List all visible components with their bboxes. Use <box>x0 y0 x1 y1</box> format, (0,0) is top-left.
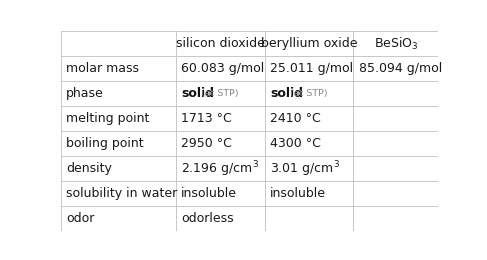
Text: 2410 °C: 2410 °C <box>270 112 321 125</box>
Text: insoluble: insoluble <box>181 187 237 200</box>
Text: (at STP): (at STP) <box>290 89 327 98</box>
Text: 1713 °C: 1713 °C <box>181 112 232 125</box>
Text: (at STP): (at STP) <box>201 89 239 98</box>
Text: solid: solid <box>270 87 303 100</box>
Text: BeSiO$_3$: BeSiO$_3$ <box>374 36 418 52</box>
Text: insoluble: insoluble <box>270 187 326 200</box>
Text: silicon dioxide: silicon dioxide <box>176 37 265 50</box>
Text: 2.196 g/cm$^3$: 2.196 g/cm$^3$ <box>181 159 259 179</box>
Text: 4300 °C: 4300 °C <box>270 137 321 150</box>
Text: odorless: odorless <box>181 212 234 225</box>
Text: beryllium oxide: beryllium oxide <box>261 37 357 50</box>
Text: 60.083 g/mol: 60.083 g/mol <box>181 62 264 75</box>
Text: 2950 °C: 2950 °C <box>181 137 232 150</box>
Text: solubility in water: solubility in water <box>66 187 177 200</box>
Text: solid: solid <box>181 87 214 100</box>
Text: boiling point: boiling point <box>66 137 144 150</box>
Text: phase: phase <box>66 87 104 100</box>
Text: 3.01 g/cm$^3$: 3.01 g/cm$^3$ <box>270 159 340 179</box>
Text: 25.011 g/mol: 25.011 g/mol <box>270 62 353 75</box>
Text: molar mass: molar mass <box>66 62 139 75</box>
Text: density: density <box>66 162 112 175</box>
Text: melting point: melting point <box>66 112 150 125</box>
Text: odor: odor <box>66 212 94 225</box>
Text: 85.094 g/mol: 85.094 g/mol <box>358 62 442 75</box>
